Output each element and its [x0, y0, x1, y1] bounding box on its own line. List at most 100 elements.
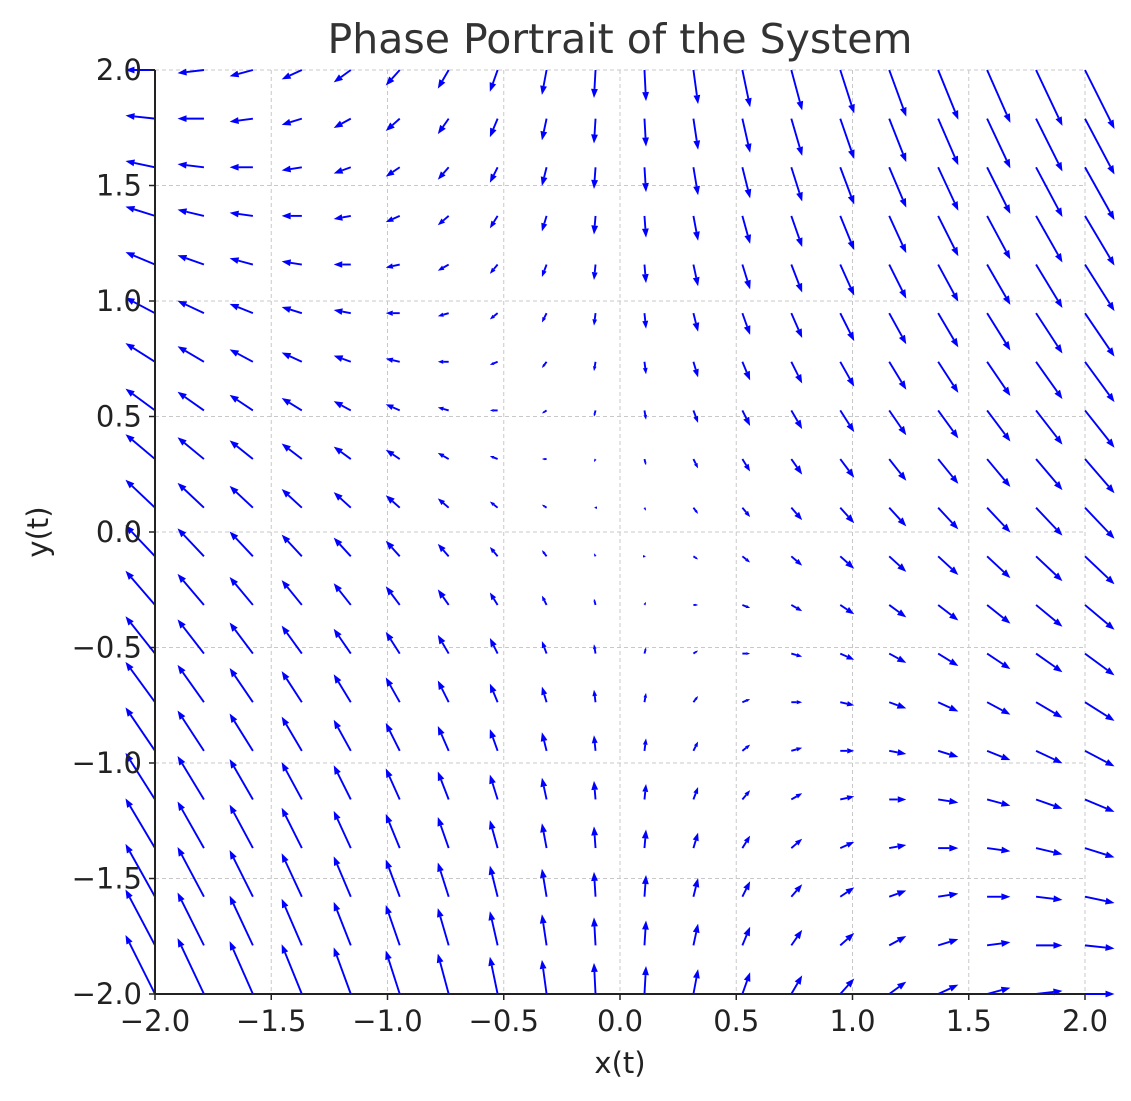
- vector-arrow: [790, 361, 803, 384]
- vector-arrow: [281, 625, 303, 655]
- vector-arrow: [1035, 652, 1063, 673]
- vector-arrow: [333, 719, 352, 752]
- vector-arrow: [229, 394, 254, 412]
- vector-arrow: [643, 647, 647, 654]
- vector-arrow: [591, 735, 598, 751]
- vector-arrow: [692, 969, 700, 995]
- vector-arrow: [1084, 555, 1115, 585]
- vector-arrow: [177, 254, 205, 266]
- vector-arrow: [541, 457, 547, 461]
- vector-arrow: [539, 959, 548, 995]
- vector-arrow: [642, 738, 648, 751]
- vector-arrow: [1036, 941, 1063, 949]
- vector-arrow: [333, 674, 352, 703]
- vector-arrow: [592, 313, 598, 326]
- vector-arrow: [986, 986, 1011, 995]
- vector-arrow: [790, 604, 803, 612]
- vector-arrow: [385, 722, 401, 752]
- vector-arrow: [741, 264, 751, 290]
- vector-arrow: [229, 576, 254, 606]
- vector-arrow: [437, 862, 450, 898]
- vector-arrow: [333, 355, 352, 363]
- vector-arrow: [125, 206, 156, 217]
- vector-arrow: [593, 506, 597, 509]
- vector-arrow: [437, 312, 449, 317]
- vector-arrow: [1035, 798, 1063, 810]
- vector-arrow: [986, 940, 1011, 947]
- vector-arrow: [986, 312, 1011, 351]
- x-axis-label: x(t): [594, 1046, 645, 1080]
- vector-arrow: [839, 166, 855, 205]
- vector-arrow: [437, 817, 450, 849]
- vector-arrow: [591, 826, 599, 849]
- vector-arrow: [790, 409, 803, 430]
- vector-arrow: [125, 159, 156, 169]
- vector-arrow: [1035, 312, 1063, 354]
- vector-arrow: [177, 892, 205, 946]
- vector-arrow: [281, 117, 303, 126]
- vector-arrow: [125, 297, 156, 314]
- vector-arrow: [333, 537, 352, 557]
- vector-arrow: [437, 589, 450, 606]
- vector-arrow: [888, 312, 907, 345]
- vector-arrow: [1084, 895, 1115, 905]
- tick-labels: −2.0 −1.5 −1.0 −0.5 0.0 0.5 1.0 1.5 2.0 −2.0 −1.5 −…: [72, 53, 1108, 1038]
- vector-arrow: [591, 917, 598, 946]
- vector-arrow: [489, 683, 499, 703]
- vector-arrow: [1084, 701, 1115, 721]
- vector-arrow: [839, 264, 855, 296]
- vector-arrow: [385, 768, 401, 800]
- vector-arrow: [790, 166, 803, 202]
- vector-arrow: [177, 801, 205, 849]
- vector-arrow: [177, 938, 205, 995]
- vector-arrow: [385, 69, 401, 86]
- vector-arrow: [1084, 652, 1115, 676]
- vector-arrow: [229, 303, 254, 315]
- vector-arrow: [125, 252, 156, 266]
- vector-arrow: [385, 950, 401, 995]
- vector-arrow: [437, 725, 450, 752]
- vector-arrow: [489, 638, 499, 655]
- vector-arrow: [229, 257, 254, 266]
- vector-arrow: [1084, 847, 1115, 858]
- vector-arrow: [281, 762, 303, 800]
- y-tick-label: 1.5: [96, 169, 142, 203]
- vector-arrow: [489, 360, 498, 365]
- vector-arrow: [986, 409, 1011, 442]
- vector-arrow: [1035, 555, 1063, 582]
- vector-arrow: [385, 859, 401, 898]
- vector-arrow: [642, 361, 648, 375]
- vector-arrow: [1035, 895, 1063, 903]
- vector-arrow: [839, 458, 855, 478]
- vector-arrow: [741, 312, 751, 335]
- vector-arrow: [839, 604, 855, 615]
- vector-arrow: [986, 701, 1011, 715]
- vector-arrow: [125, 889, 156, 946]
- vector-arrow: [125, 113, 156, 120]
- vector-arrow: [437, 498, 450, 509]
- vector-arrow: [333, 901, 352, 946]
- vector-arrow: [591, 69, 598, 98]
- x-tick-label: −2.0: [120, 1004, 190, 1038]
- vector-arrow: [177, 300, 205, 315]
- vector-arrow: [986, 118, 1011, 169]
- vector-arrow: [489, 263, 499, 274]
- vector-arrow: [541, 215, 548, 232]
- vector-arrow: [937, 938, 959, 947]
- vector-arrow: [692, 741, 699, 752]
- vector-arrow: [281, 212, 302, 220]
- vector-arrow: [741, 555, 751, 563]
- vector-arrow: [741, 926, 751, 946]
- vector-arrow: [1035, 215, 1063, 263]
- vector-arrow: [692, 878, 700, 897]
- vector-arrow: [790, 975, 803, 995]
- y-tick-label: −1.5: [72, 862, 142, 896]
- vector-arrow: [385, 310, 400, 316]
- vector-arrow: [1084, 409, 1115, 448]
- vector-arrow: [281, 853, 303, 898]
- vector-arrow: [643, 601, 647, 606]
- vector-arrow: [385, 117, 401, 132]
- vector-arrow: [741, 409, 751, 426]
- vector-arrow: [839, 361, 855, 387]
